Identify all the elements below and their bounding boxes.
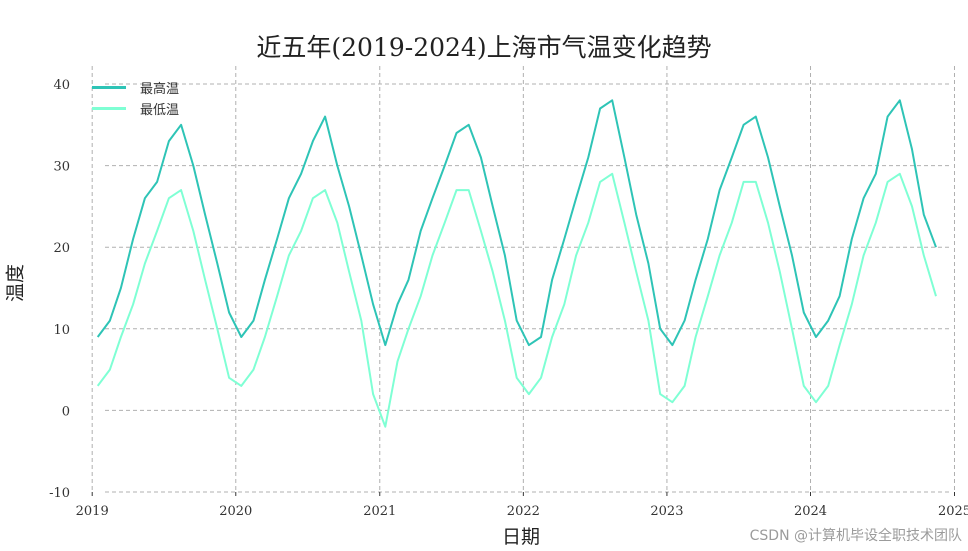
legend-swatch-min <box>92 107 126 110</box>
x-tick-label: 2025 <box>938 504 968 519</box>
legend-item-max: 最高温 <box>92 77 179 98</box>
series-line-min <box>96 172 937 428</box>
y-axis-label: 温度 <box>4 263 27 303</box>
legend-item-min: 最低温 <box>92 98 179 119</box>
legend-label-min: 最低温 <box>140 103 180 118</box>
y-tick-label: 30 <box>53 160 70 175</box>
legend-label-max: 最高温 <box>140 82 180 97</box>
series-line-max <box>96 99 937 347</box>
x-tick-label: 2020 <box>219 504 252 519</box>
x-tick-label: 2021 <box>363 504 396 519</box>
legend-swatch-max <box>92 86 126 89</box>
x-tick-label: 2019 <box>76 504 109 519</box>
x-tick-label: 2024 <box>794 504 827 519</box>
y-tick-label: 10 <box>53 323 70 338</box>
watermark: CSDN @计算机毕设全职技术团队 <box>749 528 962 544</box>
y-tick-label: -10 <box>49 486 70 501</box>
y-tick-label: 40 <box>53 78 70 93</box>
x-tick-label: 2023 <box>650 504 683 519</box>
x-tick-label: 2022 <box>507 504 540 519</box>
y-tick-label: 20 <box>53 241 70 256</box>
legend: 最高温 最低温 <box>92 77 179 119</box>
y-tick-label: 0 <box>62 404 70 419</box>
chart-title: 近五年(2019-2024)上海市气温变化趋势 <box>256 33 712 62</box>
x-axis-label: 日期 <box>501 526 540 548</box>
